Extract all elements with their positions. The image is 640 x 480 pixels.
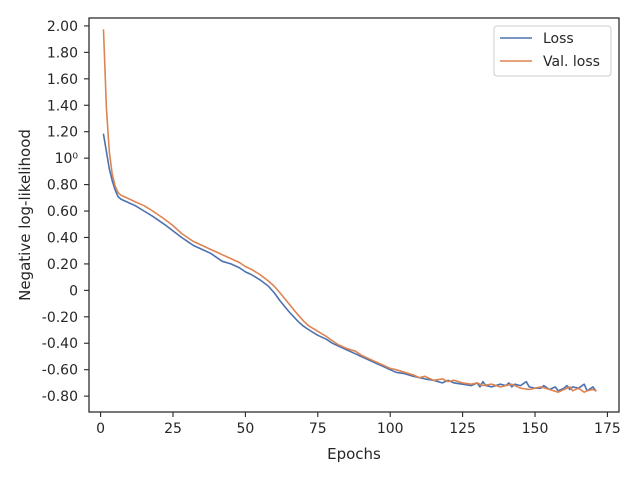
x-tick-label: 175 [594, 421, 621, 437]
y-tick-label: -0.60 [42, 363, 78, 379]
y-tick-label: 0.20 [47, 257, 78, 273]
legend-label-loss: Loss [543, 31, 574, 47]
x-tick-label: 100 [377, 421, 404, 437]
y-tick-label: 2.00 [47, 19, 78, 35]
legend: Loss Val. loss [493, 25, 612, 77]
y-tick-label: 0.40 [47, 230, 78, 246]
plot-series [102, 29, 597, 394]
y-tick-label: 1.40 [47, 98, 78, 114]
x-axis-label: Epochs [327, 445, 381, 463]
y-tick-label: 0 [69, 283, 78, 299]
y-tick-label: 1.20 [47, 125, 78, 141]
x-tick-label: 25 [164, 421, 182, 437]
series-line-loss [102, 133, 597, 392]
y-tick-label: 10⁰ [55, 151, 79, 167]
y-tick-label: -0.80 [42, 389, 78, 405]
x-tick-label: 0 [96, 421, 105, 437]
y-tick-label: 0.60 [47, 204, 78, 220]
y-axis-label: Negative log-likelihood [16, 129, 34, 301]
y-tick-label: 0.80 [47, 178, 78, 194]
x-tick-label: 50 [236, 421, 254, 437]
plot-frame [88, 17, 620, 413]
y-tick-label: 1.80 [47, 45, 78, 61]
y-tick-label: -0.40 [42, 336, 78, 352]
x-tick-label: 125 [449, 421, 476, 437]
y-tick-label: -0.20 [42, 310, 78, 326]
x-tick-label: 75 [309, 421, 327, 437]
legend-label-val-loss: Val. loss [543, 54, 600, 70]
series-line-val-loss [102, 29, 597, 394]
x-axis: 0 25 50 75 100 125 150 175 [96, 412, 621, 437]
y-axis: 2.00 1.80 1.60 1.40 1.20 10⁰ 0.80 0.60 0.40 0.20 0… [42, 19, 89, 405]
x-tick-label: 150 [522, 421, 549, 437]
y-tick-label: 1.60 [47, 72, 78, 88]
